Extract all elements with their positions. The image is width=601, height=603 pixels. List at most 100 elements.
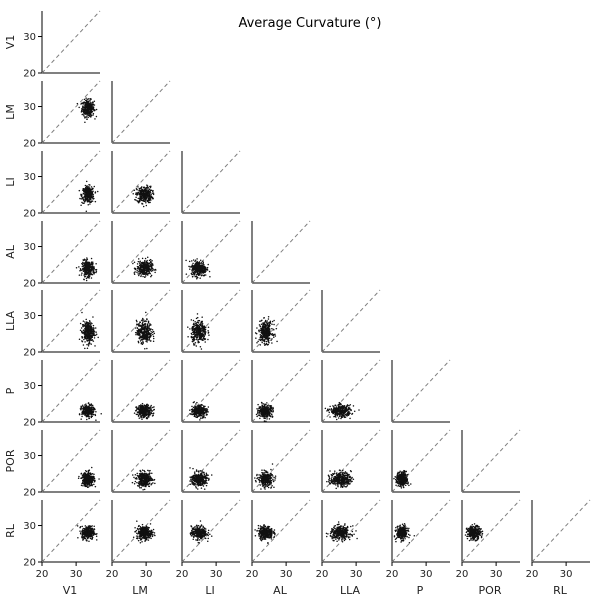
data-point bbox=[84, 321, 86, 323]
data-point bbox=[338, 404, 340, 406]
data-point bbox=[81, 263, 84, 265]
y-axis-label-AL: AL bbox=[4, 244, 17, 259]
data-point bbox=[265, 330, 268, 333]
data-point bbox=[91, 188, 93, 191]
data-point bbox=[95, 263, 97, 265]
data-point bbox=[133, 273, 136, 276]
data-point bbox=[82, 189, 84, 192]
data-point bbox=[89, 201, 91, 203]
data-point bbox=[152, 337, 155, 340]
data-point bbox=[90, 277, 93, 279]
data-point bbox=[135, 333, 137, 336]
data-point bbox=[92, 106, 95, 109]
data-point bbox=[200, 321, 202, 324]
data-point bbox=[88, 268, 90, 271]
data-point bbox=[78, 274, 81, 276]
data-point bbox=[197, 406, 199, 408]
data-point bbox=[200, 274, 203, 277]
y-tick-label: 20 bbox=[23, 209, 36, 220]
data-point bbox=[142, 342, 144, 344]
data-point bbox=[135, 406, 137, 409]
data-point bbox=[338, 414, 341, 416]
data-point bbox=[85, 412, 87, 414]
data-point bbox=[93, 185, 96, 188]
data-point bbox=[81, 272, 83, 274]
data-point bbox=[138, 274, 140, 277]
data-point bbox=[139, 196, 141, 198]
data-point bbox=[267, 339, 270, 342]
panel-LLA-vs-LI bbox=[181, 289, 241, 353]
data-point bbox=[82, 199, 85, 201]
data-point bbox=[148, 193, 151, 195]
panel-AL-vs-LM bbox=[111, 220, 171, 284]
data-point bbox=[137, 201, 140, 204]
data-point bbox=[84, 263, 86, 265]
data-point bbox=[150, 331, 152, 333]
data-point bbox=[273, 329, 275, 331]
data-point bbox=[150, 189, 153, 191]
data-point bbox=[152, 335, 155, 338]
data-point bbox=[265, 336, 268, 338]
data-point bbox=[80, 198, 82, 200]
data-point bbox=[81, 201, 83, 204]
y-axis-label-P: P bbox=[4, 387, 17, 394]
data-point bbox=[199, 404, 201, 407]
data-point bbox=[202, 334, 205, 336]
data-point bbox=[194, 405, 197, 407]
data-point bbox=[261, 413, 263, 416]
data-point bbox=[191, 260, 193, 262]
data-point bbox=[81, 415, 83, 418]
data-point bbox=[138, 199, 140, 202]
data-point bbox=[80, 406, 83, 408]
data-point bbox=[190, 413, 192, 416]
data-point bbox=[261, 332, 264, 334]
data-point bbox=[83, 202, 85, 204]
data-point bbox=[145, 267, 147, 270]
data-point bbox=[152, 189, 154, 192]
data-point bbox=[274, 335, 277, 337]
data-point bbox=[83, 200, 86, 203]
data-point bbox=[87, 343, 90, 345]
data-point bbox=[270, 409, 272, 412]
data-point bbox=[92, 270, 94, 272]
data-point bbox=[200, 414, 202, 416]
data-point bbox=[83, 258, 86, 260]
data-point bbox=[84, 186, 87, 189]
data-point bbox=[88, 262, 91, 265]
data-point bbox=[80, 204, 82, 206]
data-point bbox=[81, 106, 84, 108]
data-point bbox=[97, 336, 99, 339]
data-point bbox=[269, 405, 272, 407]
data-point bbox=[144, 412, 146, 414]
data-point bbox=[263, 342, 266, 345]
data-point bbox=[330, 408, 333, 410]
data-point bbox=[207, 406, 210, 408]
data-point bbox=[140, 410, 143, 413]
data-point bbox=[94, 118, 96, 120]
data-point bbox=[272, 409, 274, 411]
data-point bbox=[88, 332, 91, 335]
data-point bbox=[85, 185, 88, 187]
data-point bbox=[79, 408, 82, 410]
data-point bbox=[82, 406, 85, 409]
data-point bbox=[191, 405, 193, 408]
data-point bbox=[334, 415, 336, 418]
data-point bbox=[154, 271, 156, 274]
data-point bbox=[82, 320, 85, 322]
data-point bbox=[266, 408, 268, 410]
data-point bbox=[137, 258, 140, 260]
data-point bbox=[261, 336, 263, 338]
y-tick-label: 20 bbox=[23, 69, 36, 80]
data-point bbox=[138, 405, 140, 407]
data-point bbox=[83, 115, 85, 117]
data-point bbox=[266, 322, 269, 325]
data-point bbox=[144, 347, 146, 350]
data-point bbox=[91, 263, 94, 265]
data-point bbox=[144, 272, 146, 275]
data-point bbox=[142, 341, 144, 343]
data-point bbox=[144, 323, 147, 325]
data-point bbox=[349, 403, 352, 406]
data-point bbox=[267, 316, 270, 318]
data-point bbox=[142, 205, 145, 208]
